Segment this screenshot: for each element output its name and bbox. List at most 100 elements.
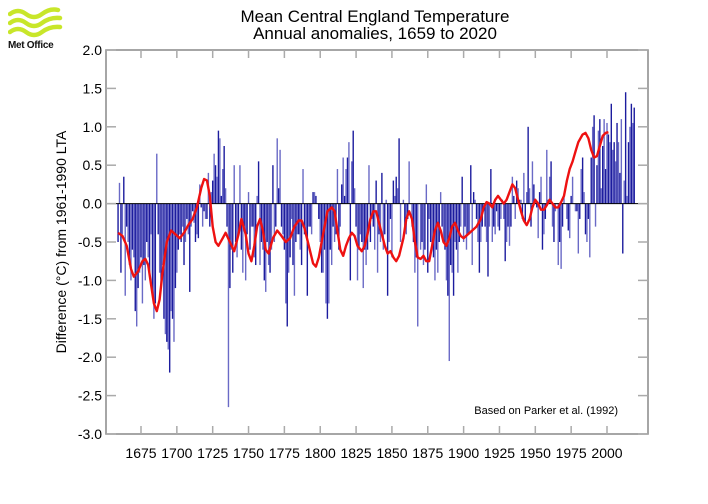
bar-1880 <box>434 203 436 281</box>
bar-1837 <box>372 203 374 227</box>
bar-1875 <box>427 203 429 273</box>
bar-1991 <box>593 115 595 204</box>
bar-1675 <box>140 203 142 258</box>
y-tick-label: -2.5 <box>78 388 102 404</box>
x-tick-label: 1825 <box>340 445 371 461</box>
bar-1885 <box>441 203 443 227</box>
y-tick-label: 0.0 <box>83 196 103 212</box>
bar-1893 <box>452 203 455 296</box>
y-tick-label: -2.0 <box>78 349 102 365</box>
bar-1918 <box>488 203 491 227</box>
bar-1797 <box>315 195 317 204</box>
bar-1670 <box>133 203 135 258</box>
y-tick-label: 1.5 <box>83 80 103 96</box>
x-tick-label: 1925 <box>484 445 515 461</box>
bar-1853 <box>395 176 397 204</box>
source-annotation: Based on Parker et al. (1992) <box>474 405 618 417</box>
x-tick-label: 1975 <box>556 445 587 461</box>
bar-1814 <box>339 203 341 227</box>
bar-1690 <box>161 203 164 266</box>
bar-1987 <box>587 203 590 219</box>
bar-1886 <box>442 203 445 242</box>
bar-1912 <box>480 203 482 242</box>
bar-1741 <box>234 203 237 242</box>
bar-1719 <box>203 203 205 212</box>
bar-1808 <box>331 203 333 266</box>
bar-1884 <box>439 192 442 204</box>
bar-1829 <box>361 203 363 242</box>
bar-1967 <box>558 203 561 242</box>
bar-1758 <box>259 203 261 266</box>
bar-1956 <box>543 203 545 235</box>
bar-1699 <box>174 203 177 289</box>
bar-1718 <box>201 203 204 227</box>
bar-1864 <box>411 203 413 227</box>
bar-2013 <box>624 92 627 204</box>
bar-1661 <box>120 203 122 273</box>
bar-1897 <box>458 203 461 242</box>
bar-1980 <box>577 203 580 254</box>
bar-1742 <box>236 203 238 258</box>
bar-1805 <box>326 203 329 319</box>
bar-1868 <box>417 203 419 327</box>
bar-1747 <box>243 203 245 227</box>
bar-2008 <box>617 142 620 204</box>
bar-1775 <box>283 203 286 250</box>
bar-1674 <box>138 203 141 273</box>
bar-1794 <box>310 203 313 235</box>
bar-1751 <box>249 203 251 250</box>
bar-1717 <box>200 203 202 208</box>
bar-1809 <box>332 203 334 227</box>
bar-1687 <box>157 203 159 235</box>
bar-2007 <box>616 122 618 204</box>
bar-1757 <box>257 161 260 204</box>
bar-1679 <box>146 203 148 242</box>
bar-1806 <box>328 203 330 304</box>
bar-1734 <box>224 188 227 204</box>
bar-1828 <box>359 203 362 235</box>
bar-2012 <box>623 180 625 204</box>
bar-1665 <box>125 203 128 227</box>
y-axis-label: Difference (°C) from 1961-1990 LTA <box>53 130 69 353</box>
bar-1854 <box>396 188 399 204</box>
y-tick-label: 1.0 <box>83 119 103 135</box>
bar-1744 <box>239 165 241 204</box>
bar-1724 <box>210 192 212 204</box>
bar-1669 <box>131 203 134 250</box>
bar-1753 <box>252 203 254 227</box>
bar-1962 <box>551 203 554 227</box>
bar-1961 <box>550 161 552 204</box>
bar-1685 <box>154 203 157 304</box>
bar-1671 <box>134 203 136 312</box>
x-tick-label: 1750 <box>233 445 264 461</box>
bar-1870 <box>419 203 422 250</box>
bar-1944 <box>526 192 528 204</box>
bar-1942 <box>523 172 525 204</box>
bar-1970 <box>563 195 565 204</box>
bar-1945 <box>527 126 529 204</box>
bar-1738 <box>230 203 233 250</box>
bar-1888 <box>445 203 448 281</box>
bar-1953 <box>538 192 541 204</box>
bar-1995 <box>599 119 601 204</box>
bar-1979 <box>576 203 578 212</box>
bar-1740 <box>233 165 235 204</box>
bar-1924 <box>497 203 499 227</box>
bar-1681 <box>148 203 151 273</box>
bar-1659 <box>117 203 119 242</box>
bar-1680 <box>147 203 149 258</box>
bar-1949 <box>533 184 535 204</box>
bar-1830 <box>362 203 364 289</box>
bar-2010 <box>620 119 623 204</box>
bar-1673 <box>137 203 139 289</box>
bar-1728 <box>216 176 218 204</box>
bar-1772 <box>279 149 281 204</box>
bar-1943 <box>524 203 526 223</box>
bar-1960 <box>548 176 551 204</box>
bar-1692 <box>164 203 167 335</box>
bar-1702 <box>179 203 181 235</box>
bar-1833 <box>366 203 369 250</box>
bars-group <box>117 92 635 408</box>
bar-1784 <box>296 203 298 235</box>
